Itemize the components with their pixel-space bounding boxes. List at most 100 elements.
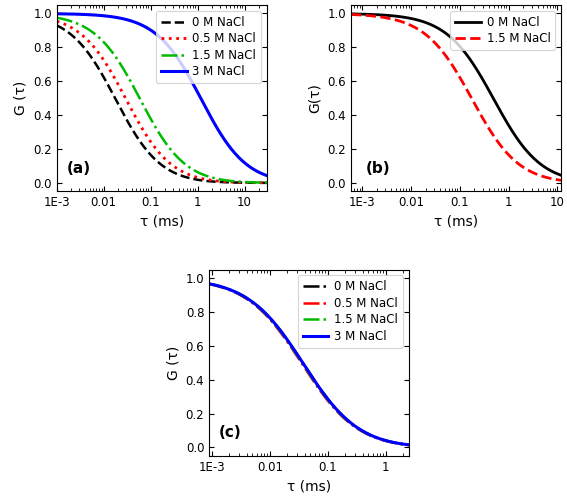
0.5 M NaCl <box>327 401 334 407</box>
1.5 M NaCl <box>470 98 477 104</box>
0 M NaCl <box>234 179 241 185</box>
3 M NaCl <box>264 173 270 179</box>
Line: 1.5 M NaCl: 1.5 M NaCl <box>57 18 267 183</box>
1.5 M NaCl <box>66 18 73 24</box>
Y-axis label: G (τ): G (τ) <box>14 81 28 115</box>
3 M NaCl <box>53 11 60 17</box>
0 M NaCl <box>405 442 412 448</box>
1.5 M NaCl <box>361 12 367 18</box>
0.5 M NaCl <box>53 18 60 24</box>
3 M NaCl <box>187 77 194 83</box>
0 M NaCl <box>528 154 535 160</box>
X-axis label: τ (ms): τ (ms) <box>287 479 331 493</box>
0 M NaCl <box>321 393 328 399</box>
1.5 M NaCl <box>558 177 565 183</box>
1.5 M NaCl <box>218 284 225 290</box>
1.5 M NaCl <box>481 119 488 125</box>
3 M NaCl <box>378 436 384 442</box>
0 M NaCl <box>507 125 514 131</box>
1.5 M NaCl <box>348 12 354 18</box>
Legend: 0 M NaCl, 0.5 M NaCl, 1.5 M NaCl, 3 M NaCl: 0 M NaCl, 0.5 M NaCl, 1.5 M NaCl, 3 M Na… <box>156 11 261 83</box>
0.5 M NaCl <box>264 180 270 186</box>
0 M NaCl <box>361 11 367 17</box>
0.5 M NaCl <box>333 408 340 414</box>
0 M NaCl <box>333 406 340 412</box>
Line: 1.5 M NaCl: 1.5 M NaCl <box>351 15 561 180</box>
3 M NaCl <box>327 399 334 405</box>
0.5 M NaCl <box>181 169 188 175</box>
0.5 M NaCl <box>213 178 219 184</box>
0 M NaCl <box>378 436 384 442</box>
Line: 0.5 M NaCl: 0.5 M NaCl <box>209 284 409 445</box>
3 M NaCl <box>175 57 182 63</box>
3 M NaCl <box>234 153 241 159</box>
1.5 M NaCl <box>181 160 188 166</box>
0 M NaCl <box>327 399 334 405</box>
3 M NaCl <box>405 442 412 448</box>
0 M NaCl <box>213 179 219 185</box>
0.5 M NaCl <box>378 436 384 442</box>
Line: 0 M NaCl: 0 M NaCl <box>351 14 561 175</box>
0 M NaCl <box>481 81 488 87</box>
X-axis label: τ (ms): τ (ms) <box>140 215 184 229</box>
Text: (c): (c) <box>219 425 242 440</box>
0 M NaCl <box>175 172 182 178</box>
0.5 M NaCl <box>187 172 194 178</box>
1.5 M NaCl <box>378 436 384 442</box>
Line: 0 M NaCl: 0 M NaCl <box>209 284 409 445</box>
0 M NaCl <box>206 281 213 287</box>
1.5 M NaCl <box>206 281 213 287</box>
0.5 M NaCl <box>234 179 241 185</box>
Legend: 0 M NaCl, 0.5 M NaCl, 1.5 M NaCl, 3 M NaCl: 0 M NaCl, 0.5 M NaCl, 1.5 M NaCl, 3 M Na… <box>298 276 403 348</box>
0.5 M NaCl <box>321 394 328 400</box>
0.5 M NaCl <box>206 281 213 287</box>
1.5 M NaCl <box>53 15 60 21</box>
Line: 3 M NaCl: 3 M NaCl <box>209 284 409 445</box>
Y-axis label: G(τ): G(τ) <box>308 83 322 113</box>
1.5 M NaCl <box>321 393 328 399</box>
1.5 M NaCl <box>327 400 334 406</box>
Line: 0 M NaCl: 0 M NaCl <box>57 26 267 183</box>
0 M NaCl <box>264 180 270 186</box>
0.5 M NaCl <box>66 24 73 30</box>
0 M NaCl <box>348 11 354 17</box>
1.5 M NaCl <box>357 427 364 433</box>
1.5 M NaCl <box>175 155 182 161</box>
0 M NaCl <box>181 174 188 180</box>
0.5 M NaCl <box>218 284 225 290</box>
1.5 M NaCl <box>333 407 340 413</box>
3 M NaCl <box>213 123 219 129</box>
Line: 1.5 M NaCl: 1.5 M NaCl <box>209 284 409 445</box>
0 M NaCl <box>218 284 225 290</box>
3 M NaCl <box>181 66 188 72</box>
3 M NaCl <box>321 393 328 399</box>
3 M NaCl <box>218 284 225 290</box>
1.5 M NaCl <box>187 165 194 171</box>
0 M NaCl <box>558 172 565 178</box>
0.5 M NaCl <box>175 166 182 172</box>
Y-axis label: G (τ): G (τ) <box>166 346 180 380</box>
Line: 3 M NaCl: 3 M NaCl <box>57 14 267 176</box>
Legend: 0 M NaCl, 1.5 M NaCl: 0 M NaCl, 1.5 M NaCl <box>450 11 556 50</box>
1.5 M NaCl <box>405 442 412 448</box>
1.5 M NaCl <box>234 178 241 184</box>
0 M NaCl <box>66 31 73 37</box>
0 M NaCl <box>187 175 194 181</box>
0.5 M NaCl <box>357 428 364 434</box>
1.5 M NaCl <box>213 175 219 181</box>
3 M NaCl <box>333 406 340 412</box>
Text: (b): (b) <box>366 161 391 176</box>
Line: 0.5 M NaCl: 0.5 M NaCl <box>57 21 267 183</box>
1.5 M NaCl <box>528 169 535 175</box>
1.5 M NaCl <box>264 180 270 186</box>
1.5 M NaCl <box>507 154 514 160</box>
X-axis label: τ (ms): τ (ms) <box>434 215 478 229</box>
0.5 M NaCl <box>405 442 412 448</box>
Text: (a): (a) <box>67 161 91 176</box>
3 M NaCl <box>357 427 364 433</box>
0 M NaCl <box>470 61 477 67</box>
0 M NaCl <box>53 23 60 29</box>
1.5 M NaCl <box>475 108 482 114</box>
0 M NaCl <box>357 427 364 433</box>
0 M NaCl <box>475 70 482 76</box>
